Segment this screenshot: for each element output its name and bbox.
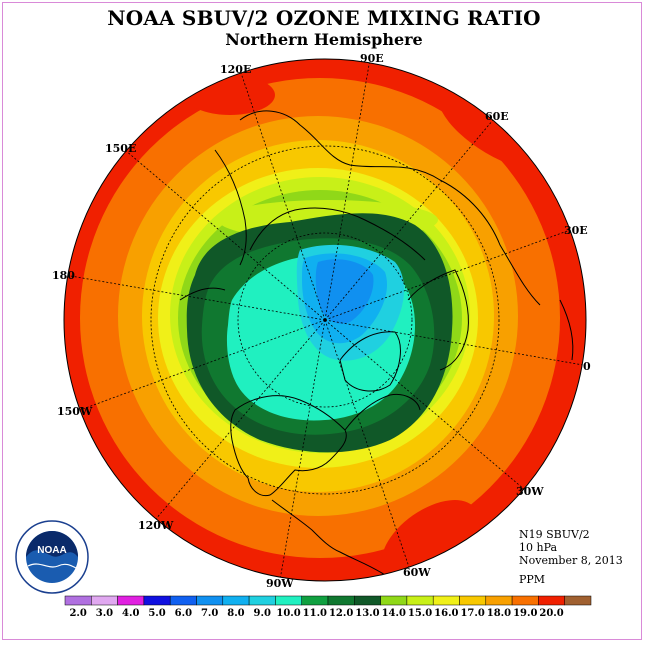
colorbar-swatch <box>432 595 460 606</box>
colorbar-tick-label: 4.0 <box>122 608 140 619</box>
colorbar-swatch <box>538 595 565 606</box>
colorbar-tick-label: 11.0 <box>302 608 328 619</box>
lon-label-180: 180 <box>52 269 75 282</box>
colorbar-swatch <box>485 595 513 606</box>
colorbar-tick-label: 20.0 <box>539 608 564 619</box>
hudson-coast <box>344 393 421 431</box>
meridian-120e <box>239 69 326 321</box>
colorbar-tick-label: 19.0 <box>513 608 538 619</box>
colorbar-swatch <box>169 595 197 606</box>
instrument-label: N19 SBUV/2 <box>519 528 590 541</box>
colorbar-swatch <box>327 595 355 606</box>
colorbar-swatch <box>117 595 145 606</box>
colorbar-swatch <box>64 595 92 606</box>
band-19-20-north <box>185 75 275 115</box>
units-label: PPM <box>519 573 546 586</box>
pressure-level-label: 10 hPa <box>519 541 558 554</box>
north-america-coast <box>230 395 347 497</box>
colorbar-tick-label: 14.0 <box>381 608 406 619</box>
latitude-circle-30 <box>150 145 500 495</box>
colorbar-swatch <box>301 595 329 606</box>
greenland-coast <box>339 331 401 392</box>
colorbar-tick-label: 6.0 <box>174 608 193 619</box>
lon-label-90e: 90E <box>360 52 384 65</box>
colorbar-tick-label: 8.0 <box>227 608 245 619</box>
colorbar-tick-label: 10.0 <box>276 608 301 619</box>
colorbar <box>64 595 592 606</box>
map-title: NOAA SBUV/2 OZONE MIXING RATIO <box>107 6 541 30</box>
meridian-60w <box>324 319 411 571</box>
lon-label-120w: 120W <box>138 519 174 532</box>
lon-label-30e: 30E <box>564 224 588 237</box>
colorbar-tick-label: 16.0 <box>434 608 459 619</box>
lon-label-0: 0 <box>583 360 591 373</box>
graticule <box>64 59 584 581</box>
latitude-circle-60 <box>237 232 413 408</box>
colorbar-swatch <box>275 595 302 606</box>
central-america-coast <box>271 499 386 576</box>
lon-label-120e: 120E <box>220 63 251 76</box>
lon-label-30w: 30W <box>516 485 544 498</box>
siberia-coast <box>249 207 426 261</box>
meridian-30e <box>324 229 571 321</box>
colorbar-swatch <box>354 595 381 606</box>
colorbar-swatch <box>91 595 118 606</box>
lon-label-150e: 150E <box>105 142 136 155</box>
eurasia-coast <box>239 110 541 306</box>
contour-bands <box>64 59 586 581</box>
meridian-90e <box>324 59 371 321</box>
lon-label-90w: 90W <box>266 577 294 590</box>
date-label: November 8, 2013 <box>519 554 623 567</box>
logo-text: NOAA <box>37 545 66 556</box>
lon-label-60w: 60W <box>403 566 431 579</box>
band-19-20-south <box>381 500 479 580</box>
colorbar-tick-label: 12.0 <box>328 608 354 619</box>
colorbar-swatch <box>196 595 224 606</box>
colorbar-swatch <box>222 595 250 606</box>
logo-bird-icon <box>26 531 78 557</box>
colorbar-tick-label: 9.0 <box>253 608 271 619</box>
alaska-coast <box>179 287 226 301</box>
noaa-logo: NOAA <box>15 520 89 594</box>
colorbar-tick-label: 18.0 <box>486 608 512 619</box>
east-asia-coast <box>214 149 247 266</box>
africa-coast <box>559 299 574 361</box>
lon-label-150w: 150W <box>57 405 93 418</box>
map-subtitle: Northern Hemisphere <box>225 30 423 49</box>
colorbar-swatch <box>511 595 539 606</box>
colorbar-tick-label: 17.0 <box>460 608 485 619</box>
colorbar-swatch <box>380 595 408 606</box>
colorbar-tick-label: 13.0 <box>355 608 380 619</box>
globe-outline <box>63 58 587 582</box>
logo-wave-icon <box>27 563 77 569</box>
colorbar-tick-label: 5.0 <box>148 608 166 619</box>
colorbar-swatch <box>459 595 487 606</box>
meridian-150w <box>79 319 326 411</box>
colorbar-tick-label: 15.0 <box>407 608 433 619</box>
colorbar-swatch <box>564 595 592 606</box>
lon-label-60e: 60E <box>485 110 509 123</box>
colorbar-tick-label: 2.0 <box>69 608 87 619</box>
colorbar-tick-label: 7.0 <box>200 608 219 619</box>
meridian-60e <box>324 119 494 321</box>
colorbar-tick-label: 3.0 <box>95 608 114 619</box>
colorbar-swatch <box>248 595 276 606</box>
figure-frame <box>2 2 642 640</box>
colorbar-swatch <box>406 595 434 606</box>
colorbar-swatch <box>143 595 171 606</box>
